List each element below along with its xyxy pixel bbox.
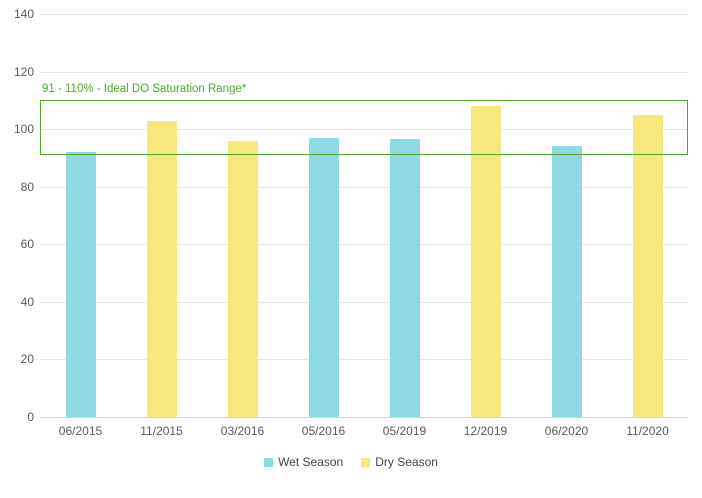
- x-tick-label: 05/2016: [301, 424, 346, 438]
- x-tick-label: 05/2019: [382, 424, 427, 438]
- bar-11-2020: [632, 114, 663, 417]
- gridline: [40, 359, 688, 361]
- y-tick-label: 120: [13, 64, 34, 79]
- legend-label-dry-season: Dry Season: [375, 455, 438, 469]
- gridline: [40, 14, 688, 15]
- plot-area: 91 - 110% - Ideal DO Saturation Range*: [40, 14, 688, 418]
- y-tick-label: 140: [13, 7, 34, 21]
- x-tick-label: 12/2019: [463, 424, 508, 438]
- legend-item-wet-season: Wet Season: [264, 455, 343, 469]
- x-tick-label: 03/2016: [220, 424, 265, 438]
- ideal-range-label: 91 - 110% - Ideal DO Saturation Range*: [42, 83, 247, 96]
- x-tick-label: 11/2020: [626, 424, 669, 438]
- x-tick-label: 06/2020: [544, 424, 589, 438]
- x-tick-label: 06/2015: [58, 424, 103, 438]
- y-tick-label: 100: [13, 122, 34, 137]
- bar-03-2016: [227, 140, 258, 417]
- legend-item-dry-season: Dry Season: [361, 455, 438, 469]
- legend-label-wet-season: Wet Season: [278, 455, 344, 469]
- gridline: [40, 129, 688, 131]
- bar-05-2019: [389, 139, 420, 417]
- bar-12-2019: [470, 106, 501, 417]
- x-tick-label: 11/2015: [140, 424, 183, 438]
- dry-season-swatch-icon: [361, 457, 371, 467]
- wet-season-swatch-icon: [264, 457, 274, 467]
- gridline: [40, 244, 688, 246]
- bar-06-2015: [65, 152, 96, 417]
- y-tick-label: 20: [20, 352, 34, 367]
- gridline: [40, 417, 688, 418]
- y-tick-label: 40: [20, 294, 34, 309]
- bar-05-2016: [308, 137, 339, 417]
- gridline: [40, 186, 688, 188]
- gridline: [40, 71, 688, 73]
- y-tick-label: 60: [20, 237, 34, 252]
- bar-06-2020: [551, 146, 582, 417]
- gridline: [40, 301, 688, 303]
- y-tick-label: 80: [20, 179, 34, 194]
- ideal-range-box: [40, 100, 688, 156]
- legend: Wet Season Dry Season: [0, 455, 702, 469]
- bar-11-2015: [146, 120, 177, 417]
- y-tick-label: 0: [27, 410, 34, 424]
